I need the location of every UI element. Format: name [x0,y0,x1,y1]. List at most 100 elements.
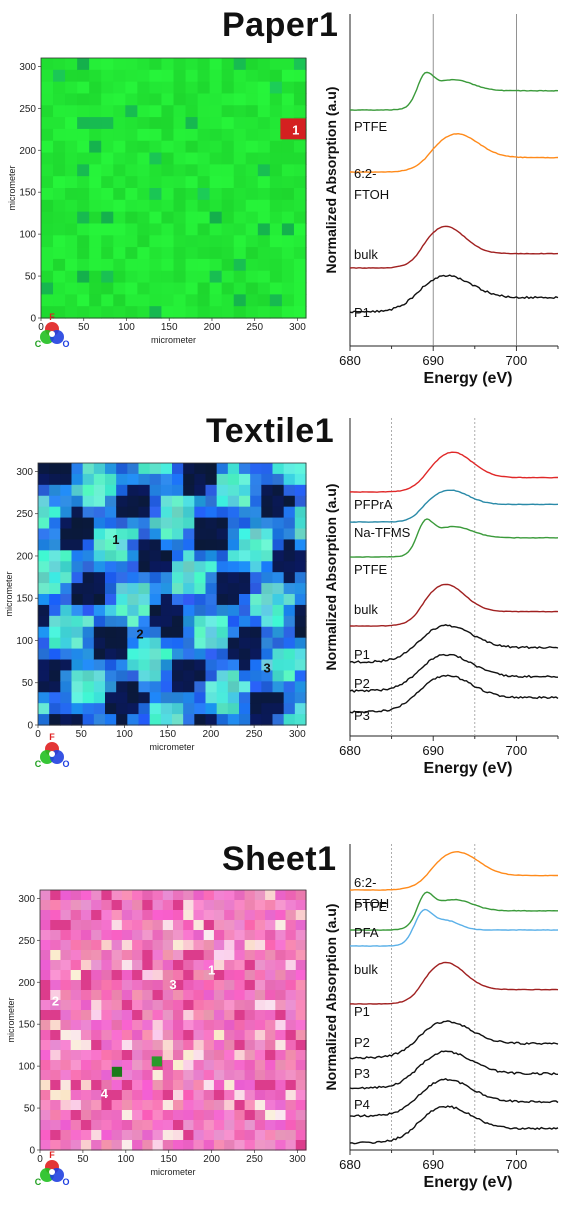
map-y-tick-label: 0 [30,314,36,325]
map-pixel [132,1040,143,1051]
map-pixel [265,1040,276,1051]
map-pixel [101,1030,113,1041]
map-pixel [71,506,84,519]
map-pixel [281,152,295,165]
map-pixel [60,714,73,726]
map-pixel [281,270,295,284]
map-pixel [127,506,140,519]
map-pixel [234,1120,246,1131]
map-pixel [125,258,138,272]
map-pixel [244,1000,256,1011]
map-pixel [227,681,240,693]
map-pixel [53,270,66,284]
map-pixel [60,1000,72,1011]
map-pixel [193,910,205,921]
map-pixel [116,495,128,508]
map-pixel [60,495,73,508]
map-pixel [137,58,151,71]
map-pixel [38,561,50,573]
map-pixel [113,105,126,118]
map-pixel [213,1080,225,1091]
map-pixel [185,81,199,95]
map-pixel [245,93,259,106]
map-pixel [250,670,262,682]
map-pixel [127,714,140,726]
map-pixel [173,176,187,189]
map-pixel [91,1090,102,1101]
map-pixel [101,1140,113,1151]
map-pixel [183,1000,195,1011]
map-pixel [137,152,151,165]
map-y-tick-label: 0 [27,721,33,732]
map-pixel [105,561,117,573]
map-pixel [194,615,207,628]
map-pixel [173,223,187,236]
map-pixel [70,1060,82,1071]
map-pixel [285,920,297,931]
map-pixel [209,117,223,130]
map-pixel [272,583,285,595]
map-point-label-3: 3 [169,977,176,992]
map-pixel [60,463,73,475]
legend-o-label: O [62,1177,69,1187]
map-pixel [261,495,274,508]
map-pixel [294,648,307,661]
map-pixel [194,506,207,519]
trace-label-p3: P3 [354,1066,370,1081]
map-pixel [121,1140,133,1151]
map-pixel [91,910,102,921]
map-pixel [216,637,229,650]
map-pixel [71,659,84,672]
map-pixel [197,282,211,295]
map-pixel [272,604,285,617]
map-pixel [281,140,295,154]
map-pixel [203,940,215,951]
map-pixel [294,594,307,606]
legend-o-label: O [62,759,69,769]
map-pixel [162,1000,174,1011]
map-pixel [162,1140,174,1151]
map-pixel [82,703,95,715]
map-pixel [142,1030,154,1041]
map-pixel [194,528,207,541]
map-x-tick-label: 50 [76,729,88,740]
map-pixel [205,681,218,693]
map-pixel [239,626,251,639]
map-pixel [149,93,163,106]
map-pixel [283,681,296,693]
map-pixel [60,528,73,541]
map-pixel [53,199,66,213]
map-pixel [209,258,223,272]
map-pixel [172,692,184,704]
map-pixel [49,484,61,497]
map-pixel [101,117,114,130]
map-pixel [49,626,61,639]
map-pixel [70,960,82,971]
map-pixel [60,550,73,562]
map-pixel [93,604,106,617]
map-y-tick-label: 200 [16,551,33,562]
map-pixel [111,1030,123,1041]
map-pixel [40,970,51,981]
center-dot-icon [49,1169,55,1175]
map-pixel [193,1000,205,1011]
map-pixel [245,211,259,225]
map-pixel [41,140,54,154]
map-pixel [91,990,102,1001]
map-pixel [71,572,84,584]
map-pixel [101,920,113,931]
map-pixel [172,463,184,475]
map-pixel [213,1000,225,1011]
map-pixel [244,970,256,981]
map-pixel [209,235,223,248]
legend-c-label: C [35,1177,42,1187]
map-pixel [137,81,151,95]
map-pixel [234,1010,246,1021]
map-pixel [65,211,78,225]
map-pixel [185,211,199,225]
map-pixel [272,714,285,726]
map-pixel [294,714,307,726]
map-pixel [121,930,133,941]
map-pixel [137,117,151,130]
map-pixel [185,140,199,154]
